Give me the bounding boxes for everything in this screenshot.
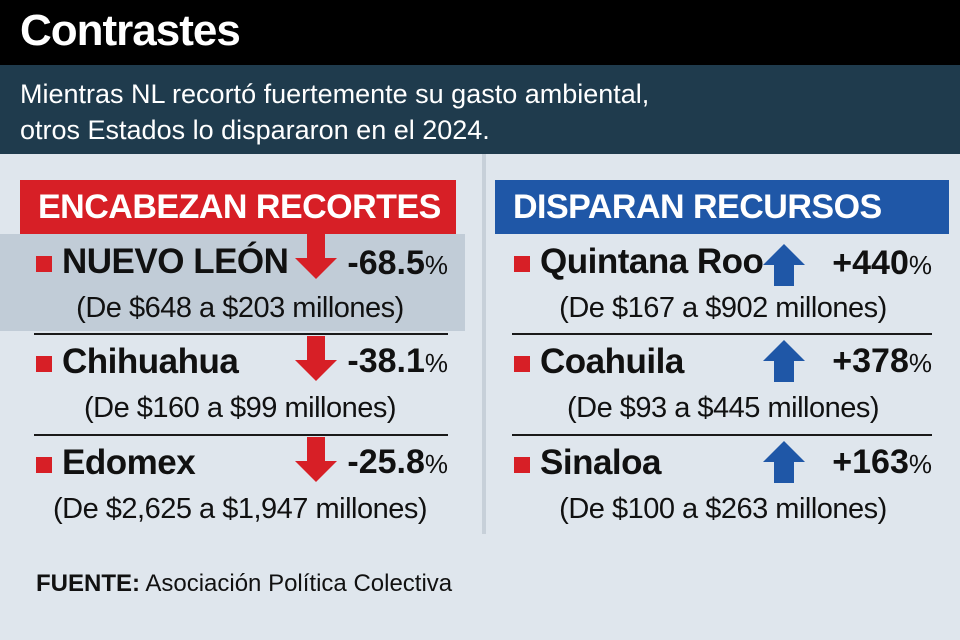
- bullet-square-icon: [36, 356, 52, 372]
- change-unit: %: [424, 348, 448, 378]
- highlight-nuevo-leon: [0, 234, 465, 331]
- change-unit: %: [424, 449, 448, 479]
- change-unit: %: [908, 348, 932, 378]
- arrow-up-icon: [763, 244, 805, 286]
- arrow-up-icon: [763, 441, 805, 483]
- subtitle-line-2: otros Estados lo dispararon en el 2024.: [20, 115, 490, 145]
- change-unit: %: [908, 250, 932, 280]
- item-detail: (De $167 a $902 millones): [559, 292, 887, 324]
- left-panel-heading: ENCABEZAN RECORTES: [20, 180, 456, 234]
- source-label: FUENTE:: [36, 570, 140, 597]
- arrow-down-icon: [295, 437, 337, 482]
- item-name: Quintana Roo: [540, 242, 764, 281]
- change-value: -68.5: [347, 244, 425, 282]
- header-bar: Contrastes: [0, 0, 960, 65]
- item-name: Sinaloa: [540, 443, 661, 482]
- right-panel-heading: DISPARAN RECURSOS: [495, 180, 949, 234]
- subtitle-line-1: Mientras NL recortó fuertemente su gasto…: [20, 79, 650, 109]
- bullet-square-icon: [514, 457, 530, 473]
- arrow-down-icon: [295, 234, 337, 279]
- item-change: -25.8%: [336, 443, 448, 482]
- change-value: +378: [832, 342, 909, 380]
- change-value: +440: [832, 244, 909, 282]
- item-name: Chihuahua: [62, 342, 239, 381]
- item-change: +378%: [812, 342, 932, 381]
- item-change: -38.1%: [336, 342, 448, 381]
- item-detail: (De $160 a $99 millones): [83, 392, 397, 424]
- row-separator: [512, 434, 932, 436]
- bullet-square-icon: [514, 256, 530, 272]
- item-change: +440%: [812, 244, 932, 283]
- change-value: -25.8: [347, 443, 425, 481]
- bullet-square-icon: [36, 457, 52, 473]
- arrow-up-icon: [763, 340, 805, 382]
- item-name: NUEVO LEÓN: [62, 242, 289, 281]
- bullet-square-icon: [36, 256, 52, 272]
- item-detail: (De $648 a $203 millones): [76, 292, 404, 324]
- column-divider: [482, 154, 486, 534]
- page-title: Contrastes: [20, 6, 241, 55]
- item-detail: (De $100 a $263 millones): [559, 493, 887, 525]
- item-name: Coahuila: [540, 342, 684, 381]
- item-detail: (De $93 a $445 millones): [566, 392, 880, 424]
- change-unit: %: [424, 250, 448, 280]
- change-value: +163: [832, 443, 909, 481]
- item-name: Edomex: [62, 443, 196, 482]
- source-note: FUENTE: Asociación Política Colectiva: [36, 570, 452, 598]
- change-value: -38.1: [347, 342, 425, 380]
- source-text: Asociación Política Colectiva: [145, 570, 453, 597]
- row-separator: [34, 434, 448, 436]
- row-separator: [512, 333, 932, 335]
- change-unit: %: [908, 449, 932, 479]
- bullet-square-icon: [514, 356, 530, 372]
- item-change: +163%: [812, 443, 932, 482]
- item-detail: (De $2,625 a $1,947 millones): [52, 493, 428, 525]
- item-change: -68.5%: [336, 244, 448, 283]
- arrow-down-icon: [295, 336, 337, 381]
- row-separator: [34, 333, 448, 335]
- subtitle-bar: Mientras NL recortó fuertemente su gasto…: [0, 65, 960, 154]
